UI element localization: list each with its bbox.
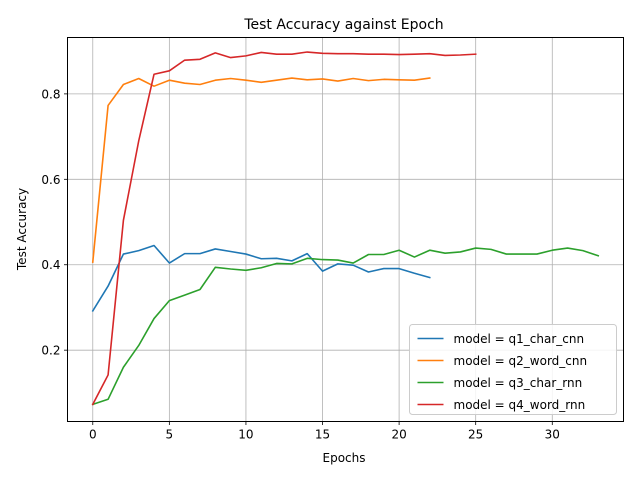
series-line-2 — [91, 77, 431, 264]
x-tick-label: 5 — [166, 428, 174, 442]
y-axis-ticks: 0.2 0.4 0.6 0.8 — [41, 87, 68, 358]
series-line-4 — [91, 51, 477, 406]
legend-entry: model = q2_word_cnn — [454, 354, 588, 368]
series-layer — [91, 51, 600, 406]
y-tick-label: 0.8 — [41, 87, 60, 101]
y-tick-label: 0.2 — [41, 344, 60, 358]
series-line-1 — [91, 244, 431, 312]
x-axis-ticks: 0 5 10 15 20 25 30 — [89, 421, 560, 442]
y-axis-label: Test Accuracy — [15, 188, 29, 271]
legend-entry: model = q3_char_rnn — [454, 376, 583, 390]
series-line-3 — [91, 247, 600, 406]
x-tick-label: 0 — [89, 428, 97, 442]
x-axis-label: Epochs — [323, 451, 366, 465]
legend-box — [409, 324, 617, 415]
legend-entry: model = q1_char_cnn — [454, 332, 585, 346]
x-tick-label: 30 — [545, 428, 560, 442]
x-tick-label: 20 — [391, 428, 406, 442]
x-tick-label: 25 — [468, 428, 483, 442]
y-tick-label: 0.6 — [41, 173, 60, 187]
legend-entry: model = q4_word_rnn — [454, 398, 586, 412]
plot-frame — [67, 37, 624, 422]
x-tick-label: 10 — [238, 428, 253, 442]
y-tick-label: 0.4 — [41, 258, 60, 272]
x-tick-label: 15 — [315, 428, 330, 442]
chart-title: Test Accuracy against Epoch — [243, 17, 443, 33]
